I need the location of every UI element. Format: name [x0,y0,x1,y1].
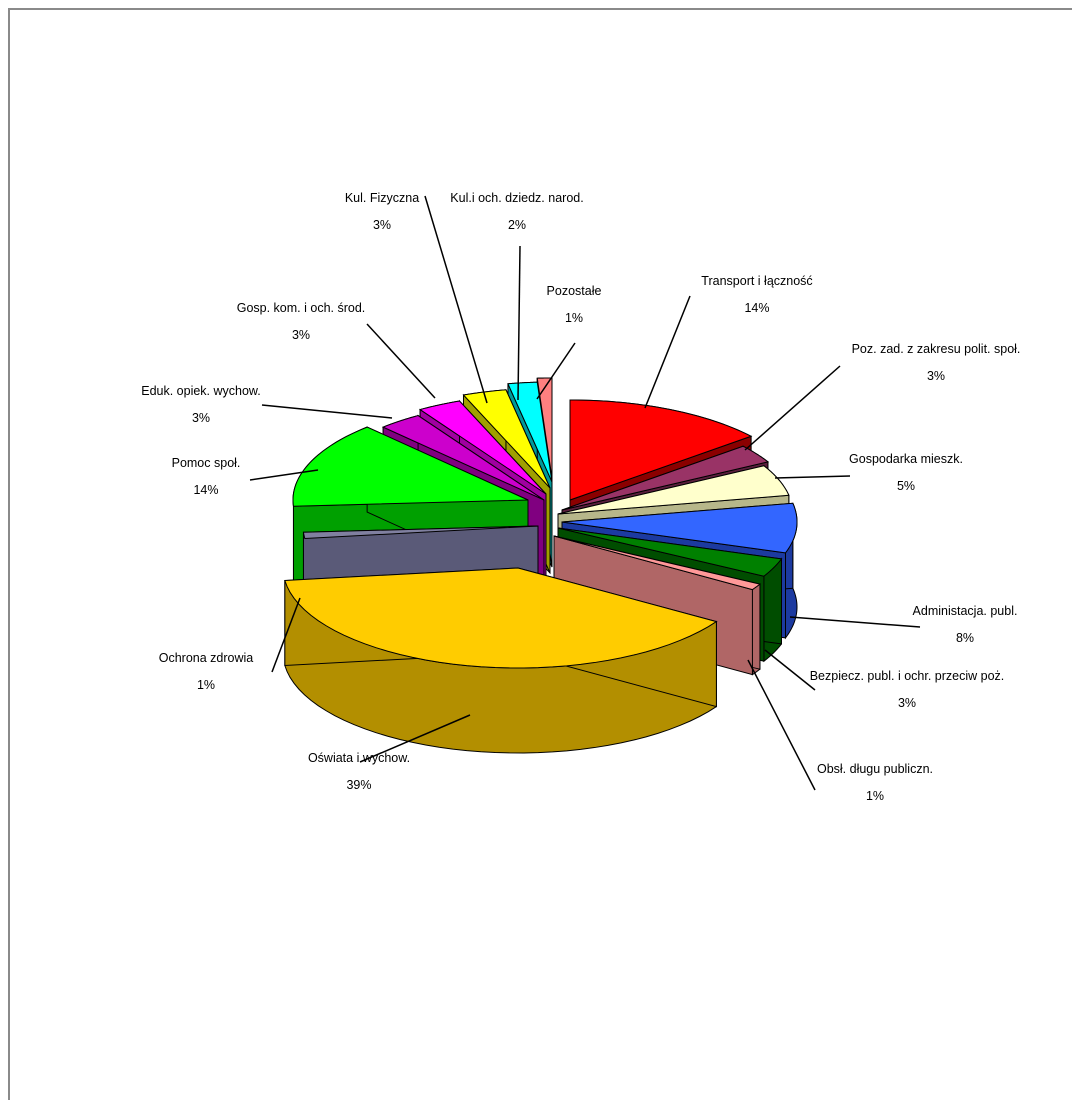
pie-slice [507,381,553,483]
leader-line [774,475,851,479]
slice-label: Administacja. publ. [913,604,1018,618]
leader-line [359,714,471,763]
slice-label: Eduk. opiek. wychow. [141,384,261,398]
pie-slice [284,567,718,669]
leader-line [536,342,576,400]
leader-line [744,365,841,451]
slice-value-label: 39% [346,778,371,792]
leader-line [644,295,691,409]
leader-line [517,245,521,401]
slice-label: Pomoc społ. [172,456,241,470]
slice-label: Kul.i och. dziedz. narod. [450,191,583,205]
pie-slice [381,415,545,501]
pie-slice [569,399,753,501]
leader-line [261,404,393,419]
slice-label: Transport i łączność [701,274,812,288]
leader-line [249,469,319,481]
slice-label: Ochrona zdrowia [159,651,254,665]
leader-line [764,649,816,691]
slice-value-label: 1% [565,311,583,325]
slice-value-label: 3% [927,369,945,383]
pie-slice [292,426,529,507]
pie-slice [418,400,547,495]
slice-label: Gosp. kom. i och. środ. [237,301,366,315]
slice-value-label: 1% [197,678,215,692]
slice-value-label: 3% [898,696,916,710]
pie-slice [302,525,539,540]
slice-label: Obsł. długu publiczn. [817,762,933,776]
pie-slice [553,535,762,591]
slice-value-label: 3% [373,218,391,232]
leader-line [424,195,488,404]
slice-label: Poz. zad. z zakresu polit. społ. [852,342,1021,356]
leader-line [271,597,301,673]
leader-line [789,616,921,628]
slice-value-label: 2% [508,218,526,232]
slice-value-label: 3% [292,328,310,342]
slice-value-label: 14% [744,301,769,315]
pie-slice [557,527,783,577]
slice-labels: Transport i łączność 14% Poz. zad. z zakre… [141,191,1020,803]
leader-lines [249,195,921,791]
leader-line [747,659,816,791]
slice-label: Pozostałe [547,284,602,298]
slice-value-label: 14% [193,483,218,497]
slice-label: Kul. Fizyczna [345,191,419,205]
pie-tops [284,377,798,669]
slice-label: Oświata i wychow. [308,751,410,765]
leader-line [366,323,436,399]
slice-label: Bezpiecz. publ. i ochr. przeciw poż. [810,669,1005,683]
pie-slice [561,502,798,554]
slice-value-label: 1% [866,789,884,803]
pie-slice [536,377,553,479]
slice-label: Gospodarka mieszk. [849,452,963,466]
slice-value-label: 5% [897,479,915,493]
slice-value-label: 3% [192,411,210,425]
pie-slice [557,465,790,515]
slice-value-label: 8% [956,631,974,645]
